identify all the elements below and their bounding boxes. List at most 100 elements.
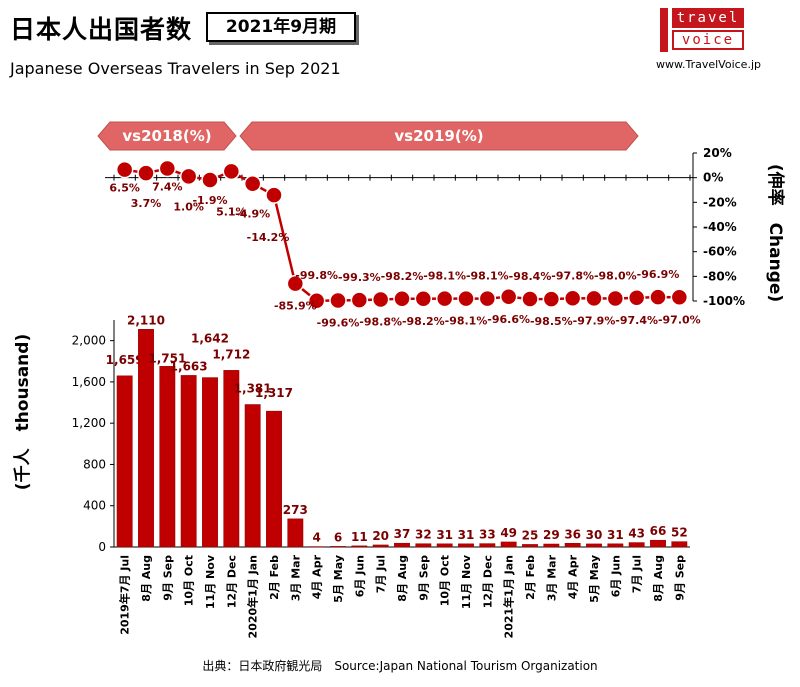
bar-y-tick-label: 1,200 — [72, 416, 106, 430]
line-y-axis-title: (伸率 Change) — [765, 164, 786, 302]
month-labels: 2019年7月 Jul 8月 Aug 9月 Sep 10月 Oct 11月 Nov 12月… — [118, 554, 687, 638]
change-point — [307, 292, 326, 310]
change-point — [371, 290, 390, 309]
x-tick-label: 3月 Mar — [545, 554, 558, 601]
x-tick-label: 10月 Oct — [439, 555, 452, 606]
bar — [180, 375, 197, 548]
bar-value-label: 31 — [607, 528, 624, 542]
x-tick-label: 12月 Dec — [225, 555, 238, 608]
bar-value-label: 1,642 — [191, 332, 229, 346]
bar — [650, 539, 666, 548]
change-point — [670, 288, 689, 307]
period-badge: 2021年9月期 — [206, 12, 356, 42]
change-value-label: -98.4% — [509, 270, 552, 283]
change-value-label: -96.6% — [487, 313, 530, 326]
x-tick-label: 8月 Aug — [140, 555, 153, 602]
bar — [202, 377, 218, 548]
change-value-label: 5.1% — [216, 205, 247, 218]
bar-value-label: 1,659 — [106, 353, 144, 367]
line-y-tick-label: -80% — [703, 269, 737, 283]
bar-y-tick-label: 2,000 — [72, 334, 106, 348]
change-point — [158, 159, 177, 178]
line-y-tick-label: -100% — [703, 294, 745, 308]
bar — [628, 542, 645, 548]
change-value-label: 1.0% — [173, 200, 204, 213]
change-point — [606, 289, 625, 308]
bar-y-tick-label: 1,600 — [72, 375, 106, 389]
page-subtitle: Japanese Overseas Travelers in Sep 2021 — [10, 59, 341, 78]
bar-value-label: 43 — [628, 527, 645, 541]
logo-accent-bar — [660, 8, 668, 52]
change-point — [499, 288, 518, 306]
line-y-tick-label: -60% — [703, 245, 737, 259]
change-value-label: 3.7% — [131, 197, 162, 210]
bar-value-label: 20 — [372, 529, 389, 543]
change-point — [627, 289, 646, 307]
change-point — [478, 289, 497, 308]
bar-value-label: 1,712 — [212, 347, 250, 361]
bar-value-label: 66 — [650, 524, 667, 538]
bar-value-label: 2,110 — [127, 313, 165, 327]
bar — [500, 541, 517, 548]
change-point — [222, 162, 241, 181]
change-value-label: -98.1% — [445, 315, 488, 328]
x-tick-label: 5月 May — [588, 555, 601, 603]
bar — [351, 545, 368, 548]
change-value-label: 7.4% — [152, 181, 183, 194]
change-value-label: -98.2% — [381, 270, 424, 283]
bar-y-tick-label: 400 — [83, 499, 106, 513]
bar-value-label: 1,381 — [234, 382, 272, 396]
bar-value-label: 31 — [458, 528, 475, 542]
change-value-label: -99.8% — [295, 269, 338, 282]
bar-value-label: 31 — [436, 528, 453, 542]
bar — [287, 518, 304, 548]
change-value-label: -97.9% — [573, 314, 616, 327]
x-tick-label: 9月 Sep — [417, 555, 430, 601]
line-y-tick-label: 0% — [703, 171, 723, 185]
bar — [522, 544, 538, 548]
bar — [564, 543, 581, 548]
bar — [116, 375, 133, 548]
bar-value-label: 1,317 — [255, 386, 293, 400]
change-value-label: -98.8% — [359, 316, 402, 329]
bar — [415, 543, 432, 548]
change-point — [265, 186, 283, 204]
change-point — [137, 164, 155, 182]
x-tick-label: 7月 Jul — [631, 555, 644, 593]
bar — [138, 329, 154, 548]
logo-top-text: travel — [672, 8, 744, 28]
change-value-label: -98.1% — [466, 270, 509, 283]
change-point — [585, 289, 603, 308]
x-tick-label: 11月 Nov — [204, 554, 217, 609]
change-value-label: -97.0% — [658, 313, 701, 326]
change-point — [542, 290, 561, 308]
x-tick-label: 4月 Apr — [311, 554, 324, 599]
bar — [543, 543, 560, 548]
x-tick-label: 11月 Nov — [460, 554, 473, 609]
change-point — [649, 288, 667, 306]
change-point — [393, 290, 411, 308]
bar — [586, 543, 602, 548]
comparison-band-arrow — [97, 121, 237, 151]
bar-y-tick-label: 800 — [83, 457, 106, 471]
bar-value-label: 32 — [415, 528, 432, 542]
change-value-label: -4.9% — [235, 208, 270, 221]
bar-value-label: 29 — [543, 528, 560, 542]
comparison-band-label: vs2018(%) — [122, 127, 211, 145]
change-point — [435, 289, 454, 308]
change-point — [521, 290, 539, 308]
page-title: 日本人出国者数 — [10, 15, 193, 44]
x-tick-label: 6月 Jun — [609, 555, 622, 597]
line-y-tick-label: -40% — [703, 220, 737, 234]
x-tick-label: 2月 Feb — [268, 555, 281, 600]
x-tick-label: 5月 May — [332, 555, 345, 603]
bar — [607, 543, 624, 548]
change-point — [115, 160, 134, 179]
bar-value-label: 52 — [671, 526, 688, 540]
bar-value-label: 6 — [334, 530, 342, 544]
change-value-label: -96.9% — [637, 268, 680, 281]
x-tick-label: 9月 Sep — [673, 555, 686, 601]
bar-value-label: 4 — [312, 531, 320, 545]
change-value-label: -97.8% — [551, 269, 594, 282]
